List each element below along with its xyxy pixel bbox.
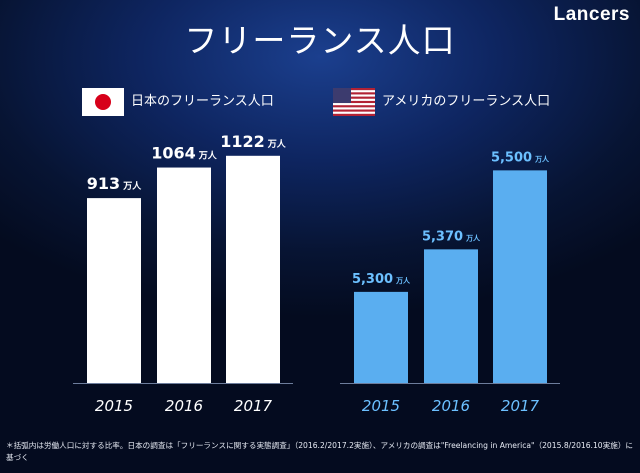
japan-tick-label-2017: 2017 <box>234 397 273 415</box>
japan-chart-title: 日本のフリーランス人口 <box>131 94 274 109</box>
usa-flag-icon <box>333 88 375 116</box>
usa-tick-label-2017: 2017 <box>501 397 540 415</box>
usa-bar-2015 <box>354 291 408 383</box>
usa-tick-label-2015: 2015 <box>362 397 400 415</box>
usa-bar-2016 <box>424 249 478 383</box>
japan-value-label-2017: 1122 万人 <box>220 132 287 151</box>
page-title: フリーランス人口 <box>184 21 456 60</box>
japan-flag-icon <box>82 88 124 116</box>
usa-chart-title: アメリカのフリーランス人口 <box>382 94 551 109</box>
usa-bar-2017 <box>493 170 547 383</box>
footnote: ＊括弧内は労働人口に対する比率。日本の調査は「フリーランスに関する実態調査」（2… <box>6 441 634 462</box>
japan-bar-2015 <box>87 198 141 383</box>
usa-value-label-2016: 5,370 万人 <box>422 229 481 244</box>
lancers-logo: Lancers <box>553 4 630 25</box>
japan-value-label-2016: 1064 万人 <box>151 144 218 163</box>
usa-value-label-2015: 5,300 万人 <box>352 272 411 287</box>
japan-tick-label-2016: 2016 <box>165 397 203 415</box>
japan-bar-2017 <box>226 155 280 383</box>
usa-tick-label-2016: 2016 <box>432 397 470 415</box>
japan-value-label-2015: 913 万人 <box>87 174 142 193</box>
japan-bar-2016 <box>157 167 211 383</box>
usa-value-label-2017: 5,500 万人 <box>491 150 550 165</box>
japan-tick-label-2015: 2015 <box>95 397 133 415</box>
